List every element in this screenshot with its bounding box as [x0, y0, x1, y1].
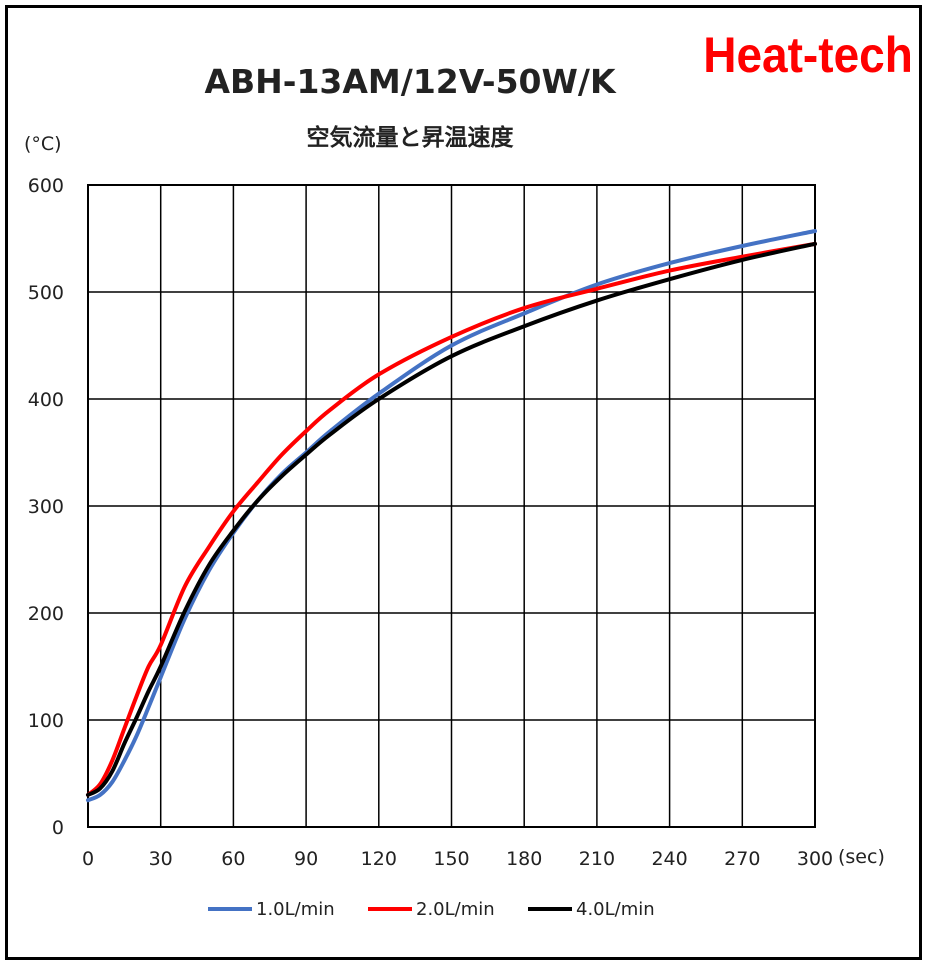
- x-tick-label: 60: [221, 848, 245, 870]
- x-tick-label: 270: [724, 848, 760, 870]
- x-tick-label: 120: [361, 848, 397, 870]
- chart-subtitle: 空気流量と昇温速度: [306, 125, 514, 151]
- x-tick-label: 90: [294, 848, 318, 870]
- series-line-4.0L/min: [86, 241, 817, 797]
- y-tick-label: 500: [28, 282, 64, 304]
- legend-label: 2.0L/min: [416, 899, 495, 920]
- y-tick-label: 400: [28, 389, 64, 411]
- x-tick-label: 240: [651, 848, 687, 870]
- y-axis-unit: (°C): [24, 133, 62, 155]
- brand-logo: Heat-tech: [703, 27, 913, 83]
- chart-frame: [5, 5, 922, 960]
- x-tick-label: 30: [149, 848, 173, 870]
- y-tick-label: 600: [28, 175, 64, 197]
- chart-title: ABH-13AM/12V-50W/K: [204, 62, 616, 101]
- plot-area-border: [87, 184, 816, 828]
- y-tick-label: 300: [28, 496, 64, 518]
- legend-label: 1.0L/min: [256, 899, 335, 920]
- x-axis-unit: (sec): [838, 846, 885, 868]
- x-tick-label: 0: [82, 848, 94, 870]
- x-tick-label: 180: [506, 848, 542, 870]
- x-tick-label: 210: [579, 848, 615, 870]
- legend-label: 4.0L/min: [576, 899, 655, 920]
- y-tick-label: 100: [28, 710, 64, 732]
- y-tick-label: 0: [52, 817, 64, 839]
- x-tick-label: 150: [433, 848, 469, 870]
- series-line-2.0L/min: [86, 241, 817, 797]
- y-tick-label: 200: [28, 603, 64, 625]
- x-tick-label: 300: [797, 848, 833, 870]
